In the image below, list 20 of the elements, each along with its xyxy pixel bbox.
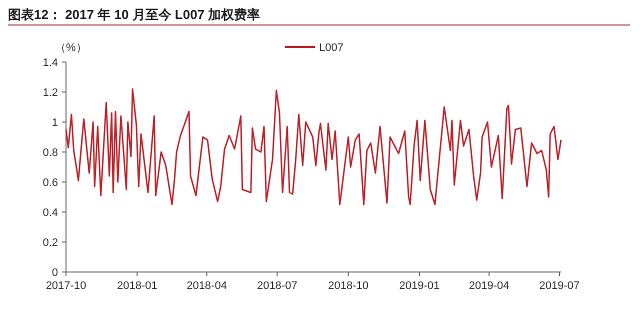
y-tick-label: 0.8 (42, 147, 58, 159)
x-tick-label: 2018-01 (116, 280, 158, 292)
x-tick-label: 2019-04 (468, 280, 510, 292)
y-tick-label: 1 (52, 117, 58, 129)
y-tick-label: 1.2 (42, 87, 58, 99)
y-tick-label: 0 (52, 267, 58, 279)
legend-label: L007 (319, 42, 344, 54)
x-tick-label: 2017-10 (46, 280, 86, 292)
line-series (65, 88, 562, 206)
y-axis-title: （%） (55, 42, 87, 54)
y-tick-label: 1.4 (42, 57, 58, 69)
y-tick-label: 0.4 (42, 207, 58, 219)
y-tick-label: 0.2 (42, 237, 58, 249)
y-tick-label: 0.6 (42, 177, 58, 189)
x-tick-label: 2019-07 (539, 280, 580, 292)
x-tick-label: 2018-10 (328, 280, 368, 292)
chart-title: 图表12： 2017 年 10 月至今 L007 加权费率 (8, 7, 260, 22)
x-tick-label: 2018-07 (256, 280, 298, 292)
x-tick-label: 2018-04 (186, 280, 227, 292)
x-tick-label: 2019-01 (399, 280, 440, 292)
